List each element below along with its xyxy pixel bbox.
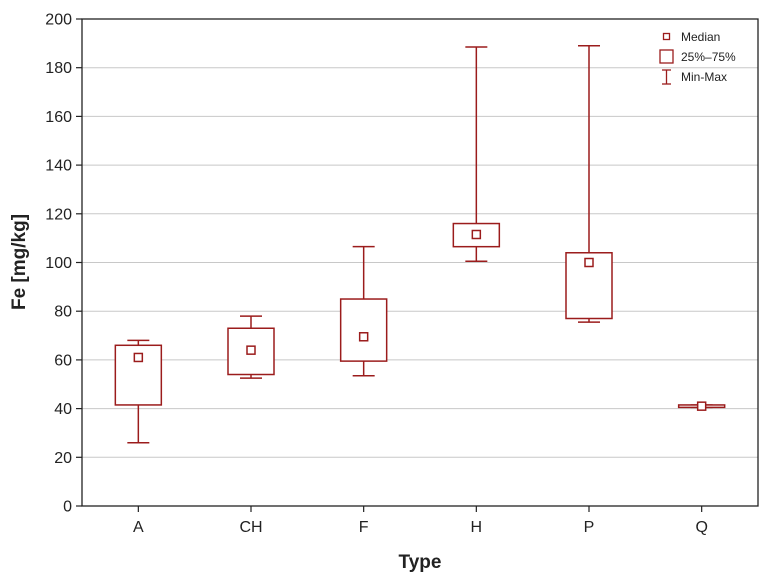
y-tick-label: 80: [54, 304, 72, 321]
x-axis-title: Type: [399, 552, 442, 573]
median-marker: [246, 345, 256, 355]
y-tick-label: 140: [45, 158, 72, 175]
legend-median-label: Median: [681, 30, 720, 44]
median-marker: [471, 229, 482, 240]
iqr-box: [339, 298, 388, 362]
median-marker: [584, 257, 594, 268]
x-tick-label: Q: [695, 519, 707, 536]
box-group: [677, 401, 726, 411]
legend: Median 25%–75% Min-Max: [659, 30, 736, 85]
y-tick-label: 100: [45, 255, 72, 272]
y-axis-title: Fe [mg/kg]: [9, 214, 30, 310]
y-tick-label: 180: [45, 60, 72, 77]
legend-range-label: Min-Max: [681, 70, 727, 84]
x-tick-label: H: [471, 519, 483, 536]
box-group: [452, 46, 501, 263]
median-marker: [133, 352, 144, 363]
legend-range-icon: [662, 69, 671, 85]
y-tick-label: 120: [45, 206, 72, 223]
boxes: [114, 45, 726, 444]
y-tick-label: 60: [54, 352, 72, 369]
legend-iqr-label: 25%–75%: [681, 50, 736, 64]
y-tick-label: 200: [45, 12, 72, 29]
box-group: [114, 339, 163, 444]
box-group: [339, 245, 388, 377]
y-tick-label: 0: [63, 499, 72, 516]
legend-median-icon: [662, 32, 671, 41]
y-tick-label: 20: [54, 450, 72, 467]
legend-iqr-icon: [659, 49, 674, 64]
y-tick-label: 160: [45, 109, 72, 126]
median-marker: [696, 401, 707, 411]
box-group: [565, 45, 613, 323]
gridlines: [82, 67, 758, 458]
x-tick-label: A: [133, 519, 144, 536]
x-tick-label: CH: [239, 519, 262, 536]
x-tick-label: P: [584, 519, 595, 536]
y-ticks: 0 20 40 60 80 100 120 140 160 180 200: [45, 12, 82, 516]
median-marker: [358, 332, 369, 342]
x-tick-label: F: [359, 519, 369, 536]
y-tick-label: 40: [54, 401, 72, 418]
x-ticks: A CH F H P Q: [133, 506, 708, 536]
box-group: [227, 315, 275, 379]
